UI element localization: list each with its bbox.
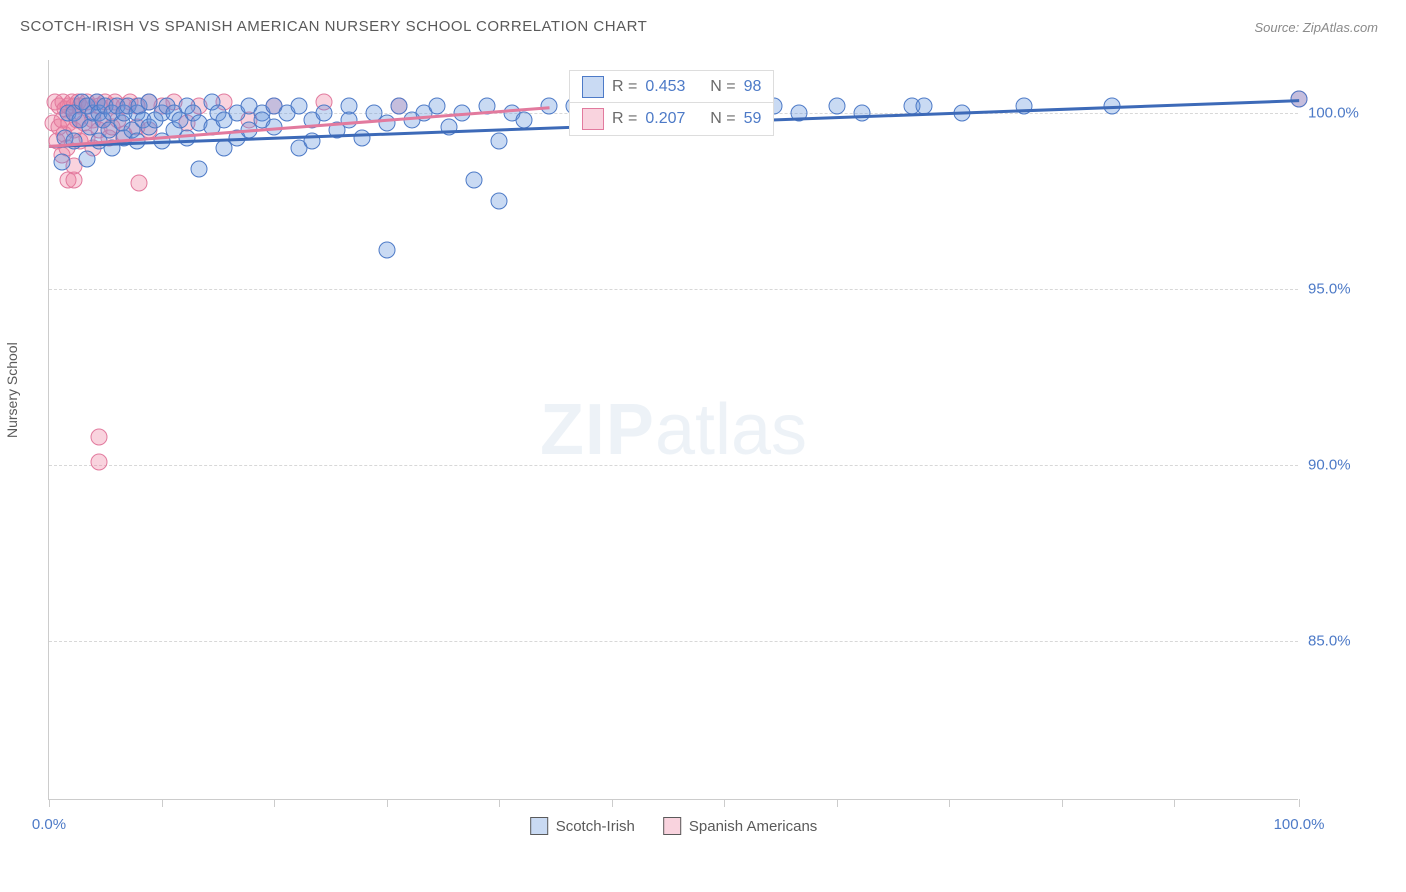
xtick <box>49 799 50 807</box>
data-point <box>353 129 370 146</box>
legend-r-value: 0.453 <box>645 78 685 96</box>
xtick <box>1299 799 1300 807</box>
legend-swatch <box>582 76 604 98</box>
legend-label-scotch-irish: Scotch-Irish <box>556 818 635 835</box>
data-point <box>378 242 395 259</box>
data-point <box>341 111 358 128</box>
legend-item-spanish-americans: Spanish Americans <box>663 817 817 835</box>
watermark-zip: ZIP <box>540 390 655 470</box>
bottom-legend: Scotch-Irish Spanish Americans <box>530 817 818 835</box>
legend-n-value: 98 <box>744 78 762 96</box>
data-point <box>53 154 70 171</box>
legend-n-value: 59 <box>744 110 762 128</box>
gridline <box>49 465 1298 466</box>
xtick <box>162 799 163 807</box>
ytick-label: 85.0% <box>1308 633 1378 650</box>
xtick <box>274 799 275 807</box>
xtick <box>837 799 838 807</box>
legend-item-scotch-irish: Scotch-Irish <box>530 817 635 835</box>
data-point <box>91 453 108 470</box>
legend-swatch-blue <box>530 817 548 835</box>
xtick <box>724 799 725 807</box>
correlation-legend-row: R = 0.453 N = 98 <box>569 70 774 104</box>
data-point <box>466 171 483 188</box>
correlation-legend-row: R = 0.207 N = 59 <box>569 102 774 136</box>
chart-title: SCOTCH-IRISH VS SPANISH AMERICAN NURSERY… <box>20 18 647 35</box>
data-point <box>853 104 870 121</box>
xtick <box>1062 799 1063 807</box>
ytick-label: 90.0% <box>1308 457 1378 474</box>
legend-label-spanish-americans: Spanish Americans <box>689 818 817 835</box>
data-point <box>491 133 508 150</box>
data-point <box>131 175 148 192</box>
watermark-atlas: atlas <box>655 390 807 470</box>
data-point <box>178 129 195 146</box>
legend-r-value: 0.207 <box>645 110 685 128</box>
xtick <box>499 799 500 807</box>
legend-r-label: R = <box>612 110 637 128</box>
xtick <box>612 799 613 807</box>
legend-swatch-pink <box>663 817 681 835</box>
xtick-label: 100.0% <box>1274 816 1325 833</box>
legend-swatch <box>582 108 604 130</box>
gridline <box>49 289 1298 290</box>
xtick-label: 0.0% <box>32 816 66 833</box>
data-point <box>316 104 333 121</box>
ytick-label: 95.0% <box>1308 281 1378 298</box>
data-point <box>516 111 533 128</box>
data-point <box>291 97 308 114</box>
data-point <box>391 97 408 114</box>
data-point <box>428 97 445 114</box>
scatter-chart: ZIPatlas Scotch-Irish Spanish Americans … <box>48 60 1298 800</box>
data-point <box>91 429 108 446</box>
data-point <box>66 133 83 150</box>
data-point <box>828 97 845 114</box>
xtick <box>949 799 950 807</box>
source-label: Source: ZipAtlas.com <box>1254 20 1378 35</box>
y-axis-label: Nursery School <box>4 342 20 438</box>
legend-r-label: R = <box>612 78 637 96</box>
xtick <box>387 799 388 807</box>
xtick <box>1174 799 1175 807</box>
data-point <box>78 150 95 167</box>
ytick-label: 100.0% <box>1308 104 1378 121</box>
data-point <box>191 161 208 178</box>
data-point <box>491 192 508 209</box>
legend-n-label: N = <box>710 110 735 128</box>
legend-n-label: N = <box>710 78 735 96</box>
gridline <box>49 641 1298 642</box>
watermark: ZIPatlas <box>540 389 807 471</box>
